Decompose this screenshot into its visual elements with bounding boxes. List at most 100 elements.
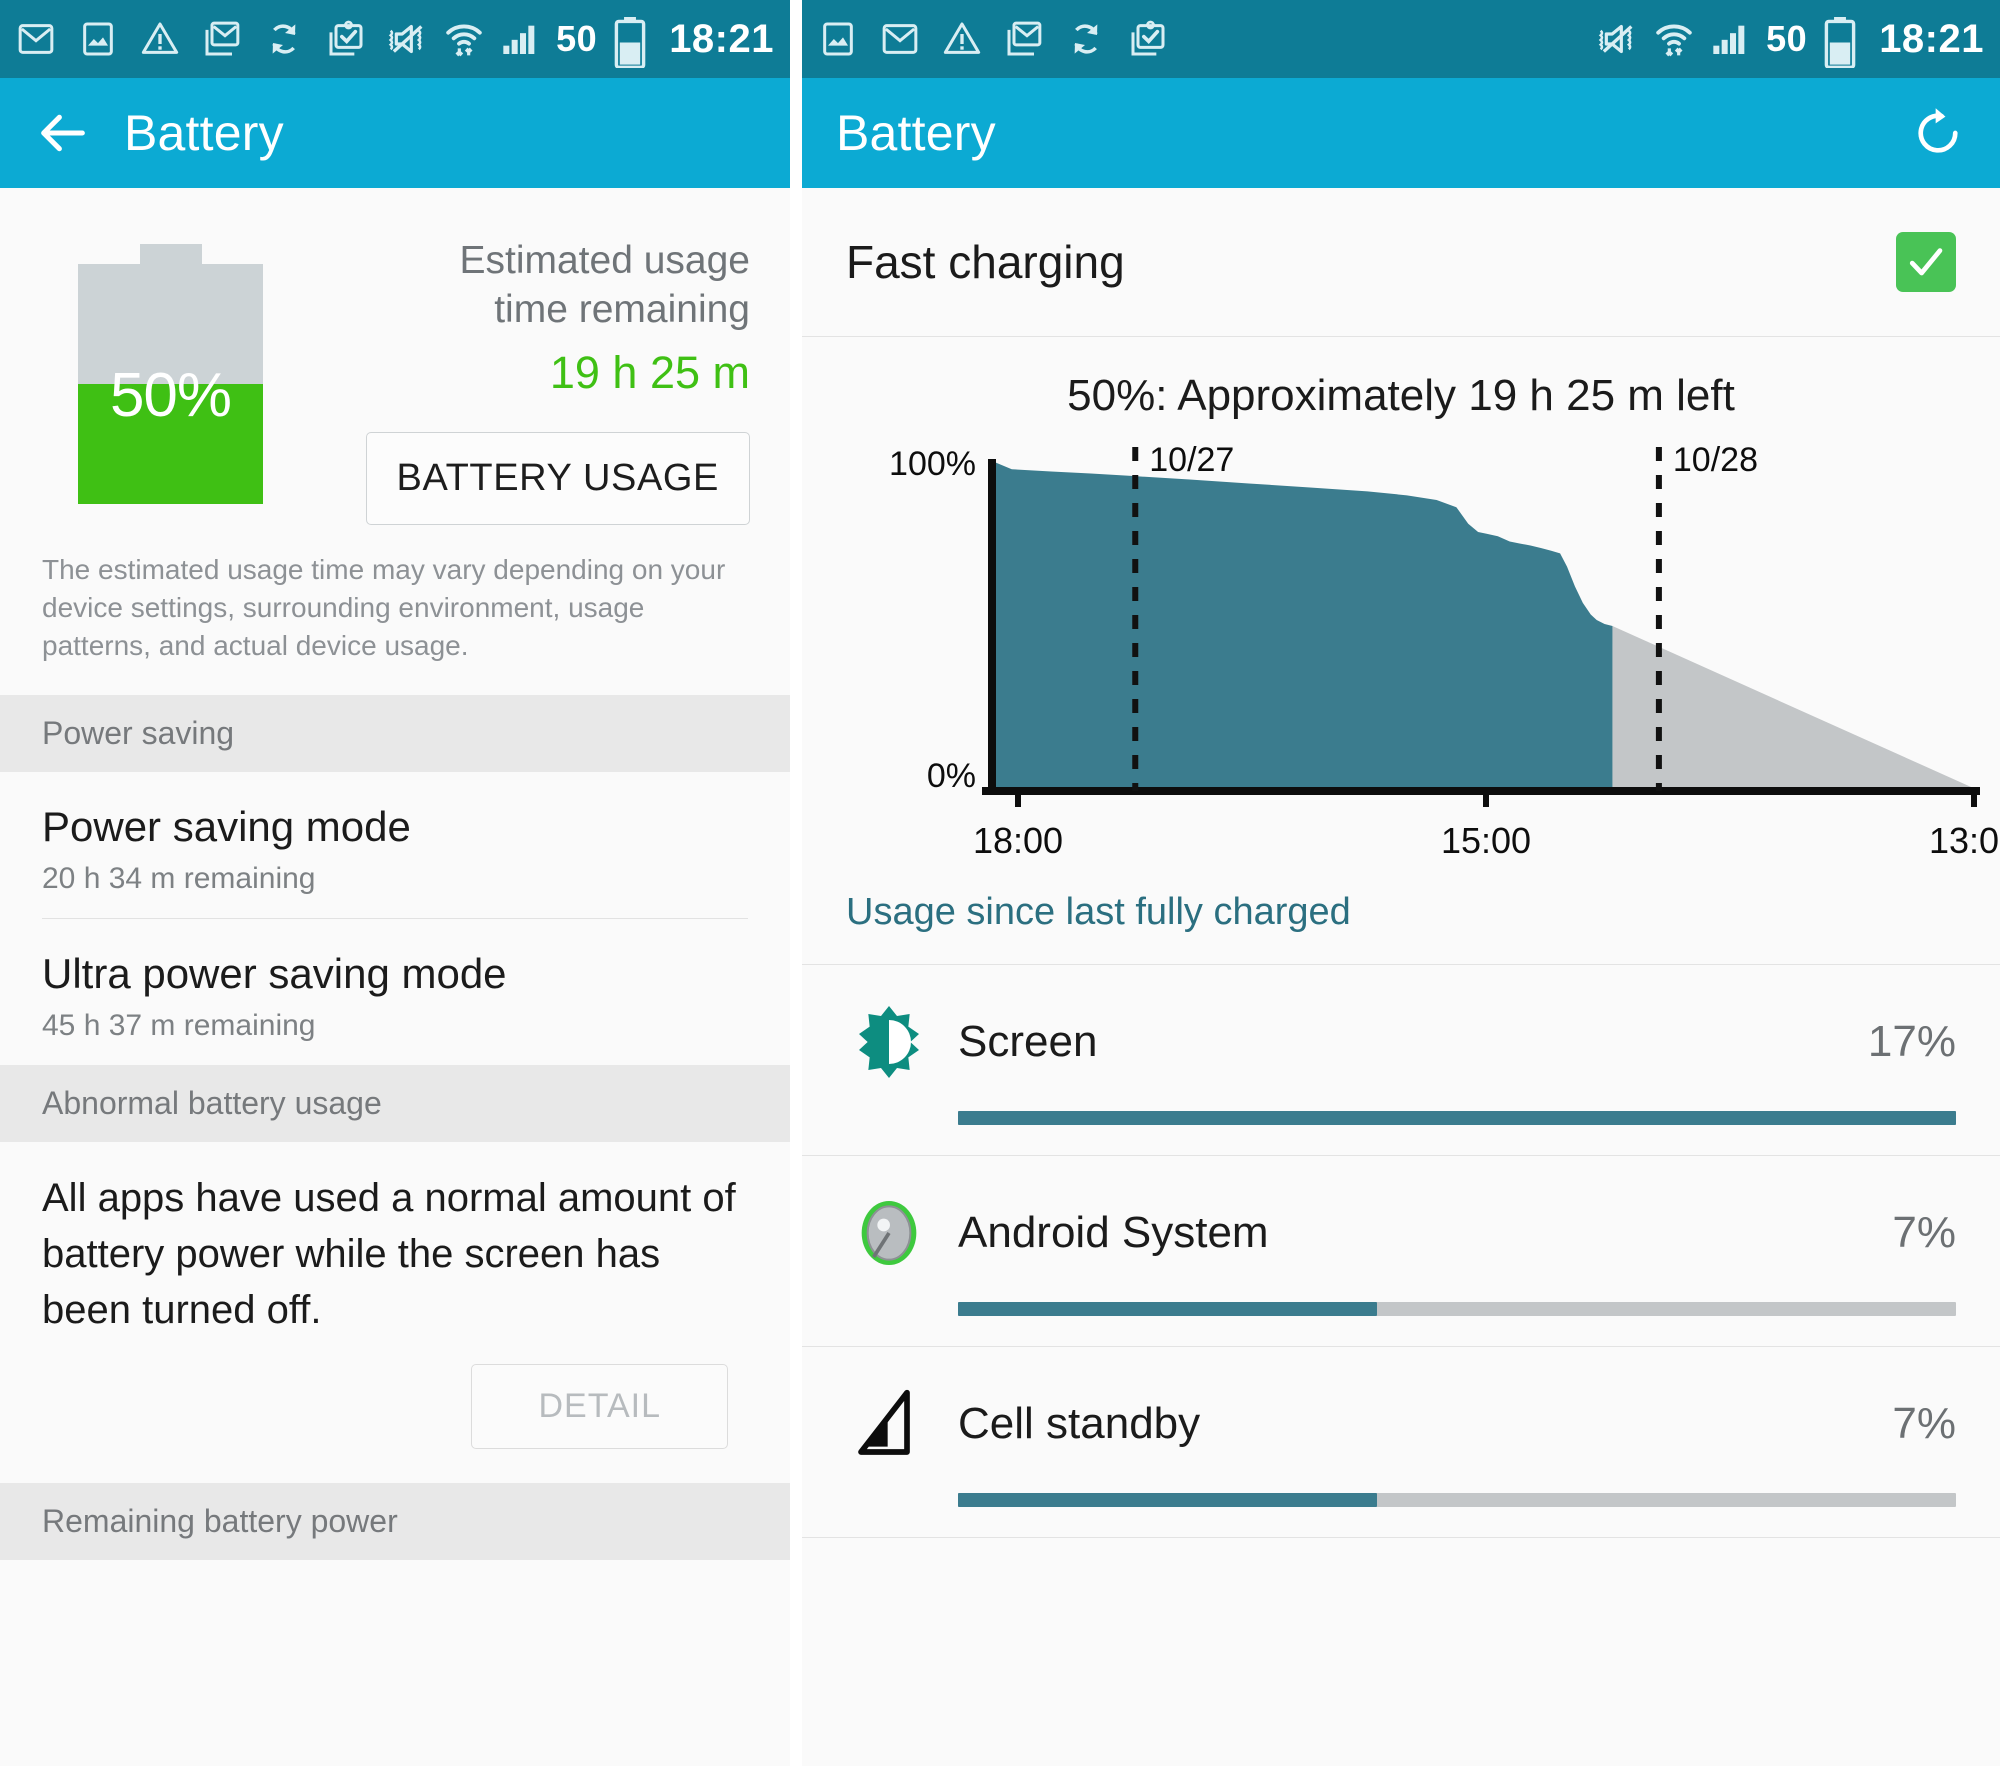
wifi-icon <box>444 19 484 59</box>
battery-body <box>78 264 263 504</box>
warning-icon <box>140 19 180 59</box>
usage-bar-fill <box>958 1111 1956 1125</box>
usage-bar-fill <box>958 1493 1378 1507</box>
divider <box>802 1155 2000 1156</box>
back-arrow-icon[interactable] <box>34 104 92 162</box>
annotation-label-1: 10/28 <box>1673 441 1758 479</box>
warning-icon <box>942 19 982 59</box>
battery-percent-label: 50% <box>109 361 232 430</box>
wifi-icon <box>1654 19 1694 59</box>
battery-icon <box>613 17 647 70</box>
status-bar-system-icons: 50 18:21 <box>388 16 774 70</box>
annotation-label-0: 10/27 <box>1149 441 1234 479</box>
ultra-power-saving-mode-subtitle: 45 h 37 m remaining <box>42 1009 316 1042</box>
left-screen: 50 18:21 Battery 50% <box>0 0 790 1766</box>
status-battery-percent: 50 <box>556 18 598 59</box>
estimate-block: Estimated usage time remaining 19 h 25 m… <box>263 226 750 525</box>
left-content: 50% Estimated usage time remaining 19 h … <box>0 188 790 1560</box>
x-tick-label-0: 18:00 <box>973 820 1063 861</box>
battery-usage-button[interactable]: BATTERY USAGE <box>365 432 750 525</box>
clipboard-check-icon <box>326 19 366 59</box>
estimate-label-line1: Estimated usage <box>459 239 750 282</box>
list-item-power-saving-mode[interactable]: Power saving mode 20 h 34 m remaining <box>0 772 790 918</box>
chart-svg: 100% 0% 10/27 10/28 18:00 15:00 13:00 <box>889 441 2000 861</box>
divider <box>802 1537 2000 1538</box>
cell-standby-icon <box>846 1381 932 1467</box>
status-battery-percent: 50 <box>1766 18 1808 59</box>
app-name: Android System <box>958 1208 1269 1257</box>
section-header-power-saving: Power saving <box>0 695 790 772</box>
status-bar-system-icons-right: 50 18:21 <box>1598 16 1984 70</box>
status-bar-right: 50 18:21 <box>802 0 2000 78</box>
divider <box>42 918 748 919</box>
status-clock: 18:21 <box>1879 16 1984 61</box>
fast-charging-label: Fast charging <box>846 236 1125 288</box>
divider <box>802 964 2000 965</box>
fast-charging-row[interactable]: Fast charging <box>802 188 2000 336</box>
page-title: Battery <box>124 105 284 161</box>
app-row-top: Android System 7% <box>846 1190 1956 1276</box>
signal-icon <box>500 19 540 59</box>
battery-icon <box>1823 17 1857 70</box>
list-item-cell-standby[interactable]: Cell standby 7% <box>802 1347 2000 1537</box>
gmail-stack-icon <box>1004 19 1044 59</box>
battery-history-chart: 100% 0% 10/27 10/28 18:00 15:00 13:00 <box>802 435 2000 865</box>
sync-icon <box>264 19 304 59</box>
right-screen: 50 18:21 Battery Fast charging 50%: Appr… <box>802 0 2000 1766</box>
gmail-icon <box>880 19 920 59</box>
app-row-top: Cell standby 7% <box>846 1381 1956 1467</box>
x-tick-label-2: 13:00 <box>1929 820 2000 861</box>
divider <box>802 1346 2000 1347</box>
photo-icon <box>818 19 858 59</box>
app-name: Screen <box>958 1017 1098 1066</box>
right-app-bar: Battery <box>802 78 2000 188</box>
battery-fill <box>78 384 263 504</box>
status-bar-notification-icons-right <box>818 19 1168 59</box>
battery-hero: 50% Estimated usage time remaining 19 h … <box>0 188 790 525</box>
estimate-value: 19 h 25 m <box>549 347 750 398</box>
power-saving-mode-subtitle: 20 h 34 m remaining <box>42 862 316 895</box>
measured-area <box>992 461 1613 791</box>
android-system-icon <box>846 1190 932 1276</box>
gmail-stack-icon <box>202 19 242 59</box>
battery-graphic: 50% <box>78 244 263 504</box>
brightness-icon <box>846 999 932 1085</box>
status-bar-notification-icons <box>16 19 366 59</box>
app-name: Cell standby <box>958 1399 1201 1448</box>
y-tick-0: 0% <box>927 757 976 795</box>
fast-charging-checkbox[interactable] <box>1896 232 1956 292</box>
status-clock: 18:21 <box>669 16 774 61</box>
divider <box>802 336 2000 337</box>
ultra-power-saving-mode-title: Ultra power saving mode <box>42 950 507 997</box>
section-header-remaining-battery-power: Remaining battery power <box>0 1483 790 1560</box>
projected-area <box>1612 626 1980 791</box>
usage-bar-track <box>958 1111 1956 1125</box>
mute-vibrate-icon <box>388 19 428 59</box>
detail-button[interactable]: DETAIL <box>471 1364 728 1449</box>
usage-since-last-charged-link[interactable]: Usage since last fully charged <box>846 891 1351 933</box>
abnormal-usage-text: All apps have used a normal amount of ba… <box>42 1176 736 1332</box>
app-percent: 7% <box>1892 1208 1956 1257</box>
left-app-bar: Battery <box>0 78 790 188</box>
app-percent: 7% <box>1892 1399 1956 1448</box>
list-item-ultra-power-saving-mode[interactable]: Ultra power saving mode 45 h 37 m remain… <box>0 919 790 1065</box>
battery-cap <box>139 244 202 266</box>
usage-bar-track <box>958 1302 1956 1316</box>
x-tick-label-1: 15:00 <box>1441 820 1531 861</box>
estimate-disclaimer: The estimated usage time may vary depend… <box>42 554 726 661</box>
mute-vibrate-icon <box>1598 19 1638 59</box>
y-tick-100: 100% <box>889 445 976 483</box>
detail-button-row: DETAIL <box>0 1338 790 1483</box>
estimate-label-line2: time remaining <box>494 288 750 331</box>
clipboard-check-icon <box>1128 19 1168 59</box>
chart-title: 50%: Approximately 19 h 25 m left <box>1067 371 1735 420</box>
list-item-android-system[interactable]: Android System 7% <box>802 1156 2000 1346</box>
app-row-top: Screen 17% <box>846 999 1956 1085</box>
app-percent: 17% <box>1867 1017 1956 1066</box>
page-title: Battery <box>836 105 996 161</box>
refresh-icon[interactable] <box>1910 105 1966 161</box>
list-item-screen[interactable]: Screen 17% <box>802 965 2000 1155</box>
usage-bar-track <box>958 1493 1956 1507</box>
usage-bar-fill <box>958 1302 1378 1316</box>
